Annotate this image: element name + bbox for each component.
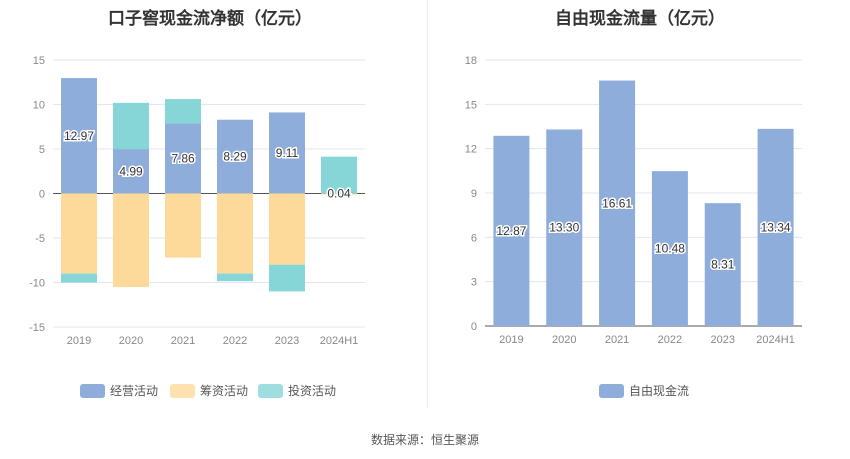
cashflow-chart: 15 10 5 0 -5 -10 -15 2019 2020 2021 2022 2023 2024H1… [29, 55, 802, 398]
bar-investing [113, 102, 149, 150]
data-label: 10.48 [655, 242, 685, 256]
x-tick-label: 2020 [552, 334, 576, 346]
data-source: 数据来源：恒生聚源 [370, 433, 479, 447]
bar-investing [269, 264, 305, 292]
y-tick-label: 10 [33, 100, 45, 112]
data-label: 9.11 [276, 146, 299, 160]
legend-label: 自由现金流 [629, 383, 689, 398]
data-label: 12.97 [64, 129, 94, 143]
x-tick-label: 2022 [658, 334, 682, 346]
x-tick-label: 2023 [711, 334, 735, 346]
bar-operating [113, 149, 149, 194]
x-tick-label: 2021 [605, 334, 629, 346]
data-label: 8.29 [223, 150, 247, 164]
data-label: 0.04 [327, 186, 351, 200]
data-label: 16.61 [602, 196, 632, 210]
x-tick-label: 2023 [275, 335, 299, 347]
bar-free-cash-flow [493, 135, 530, 326]
x-tick-label: 2019 [67, 335, 91, 347]
bar-financing [113, 193, 149, 287]
x-tick-label: 2024H1 [756, 334, 795, 346]
legend-label: 筹资活动 [200, 384, 248, 398]
bar-investing [217, 273, 253, 282]
bar-financing [217, 193, 253, 274]
bar-investing [321, 156, 357, 194]
x-tick-label: 2020 [119, 335, 143, 347]
x-tick-label: 2022 [223, 335, 247, 347]
bar-operating [269, 112, 305, 194]
bar-investing [165, 99, 201, 124]
y-tick-label: 12 [465, 144, 477, 156]
left-chart-title: 口子窖现金流净额（亿元） [108, 9, 312, 28]
legend-swatch [258, 384, 283, 398]
bar-operating [61, 78, 97, 194]
y-tick-label: 18 [465, 55, 477, 67]
x-tick-label: 2021 [171, 335, 195, 347]
legend-swatch [80, 384, 105, 398]
bar-operating [165, 123, 201, 194]
bar-financing [165, 193, 201, 258]
y-tick-label: 0 [39, 189, 45, 201]
data-label: 4.99 [119, 164, 143, 178]
y-tick-label: 0 [471, 321, 477, 333]
y-tick-label: -5 [35, 233, 45, 245]
y-tick-label: 6 [471, 232, 477, 244]
bar-operating [217, 119, 253, 194]
bar-free-cash-flow [704, 203, 741, 326]
legend-swatch [170, 384, 195, 398]
data-label: 12.87 [496, 224, 526, 238]
legend-label: 投资活动 [288, 383, 336, 398]
bar-financing [269, 193, 305, 265]
data-label: 13.30 [549, 221, 579, 235]
y-tick-label: 3 [471, 277, 477, 289]
legend-swatch [599, 384, 624, 398]
bar-free-cash-flow [757, 128, 794, 326]
bar-financing [61, 193, 97, 274]
y-tick-label: 15 [33, 55, 45, 67]
y-tick-label: 9 [471, 188, 477, 200]
y-tick-label: 5 [39, 144, 45, 156]
data-label: 8.31 [711, 258, 735, 272]
bar-free-cash-flow [599, 80, 636, 327]
y-tick-label: 15 [465, 99, 477, 111]
bar-financing [321, 193, 357, 195]
legend-label: 经营活动 [110, 384, 158, 398]
y-tick-label: -15 [29, 322, 45, 334]
x-tick-label: 2024H1 [320, 335, 359, 347]
bar-free-cash-flow [651, 171, 688, 326]
y-tick-label: -10 [29, 278, 45, 290]
data-label: 13.34 [761, 220, 791, 234]
data-label: 7.86 [171, 152, 195, 166]
bar-investing [61, 273, 97, 283]
right-chart-title: 自由现金流量（亿元） [555, 9, 725, 28]
x-tick-label: 2019 [499, 334, 523, 346]
bar-free-cash-flow [546, 129, 583, 326]
divider [427, 0, 428, 408]
